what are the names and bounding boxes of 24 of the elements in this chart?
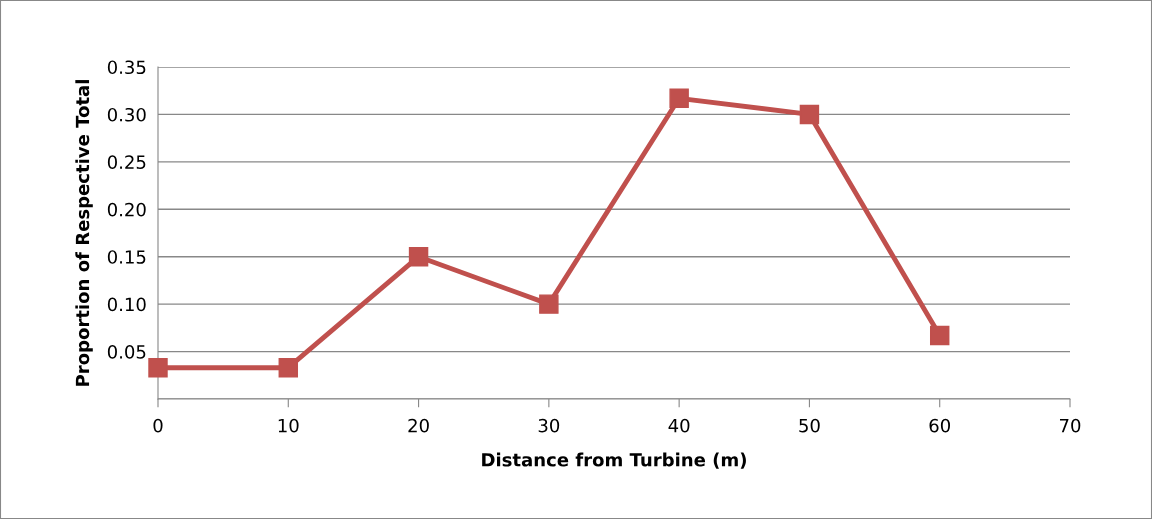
x-tick-label: 0 xyxy=(153,418,163,433)
x-tick-label: 10 xyxy=(278,418,299,433)
x-axis-title: Distance from Turbine (m) xyxy=(482,452,746,469)
y-tick-label: 0.20 xyxy=(107,202,146,217)
point xyxy=(929,325,950,346)
x-tick-label: 20 xyxy=(408,418,429,433)
x-tick-label: 60 xyxy=(929,418,950,433)
point xyxy=(278,357,299,378)
point xyxy=(539,294,559,314)
y-axis-title: Proportion of Respective Total xyxy=(75,80,93,386)
y-tick-label: 0.10 xyxy=(107,297,146,312)
point xyxy=(148,357,168,378)
point xyxy=(799,104,820,125)
point xyxy=(408,246,429,267)
point xyxy=(669,88,689,109)
y-tick-label: 0.35 xyxy=(107,60,146,75)
x-tick-label: 40 xyxy=(668,418,690,433)
x-tick-label: 50 xyxy=(799,418,820,433)
y-tick-label: 0.15 xyxy=(107,250,146,264)
x-tick-label: 30 xyxy=(538,418,560,433)
y-tick-label: 0.25 xyxy=(107,155,146,169)
y-tick-label: 0.30 xyxy=(107,107,146,122)
x-tick-label: 70 xyxy=(1059,418,1081,433)
y-tick-label: 0.05 xyxy=(107,345,146,359)
